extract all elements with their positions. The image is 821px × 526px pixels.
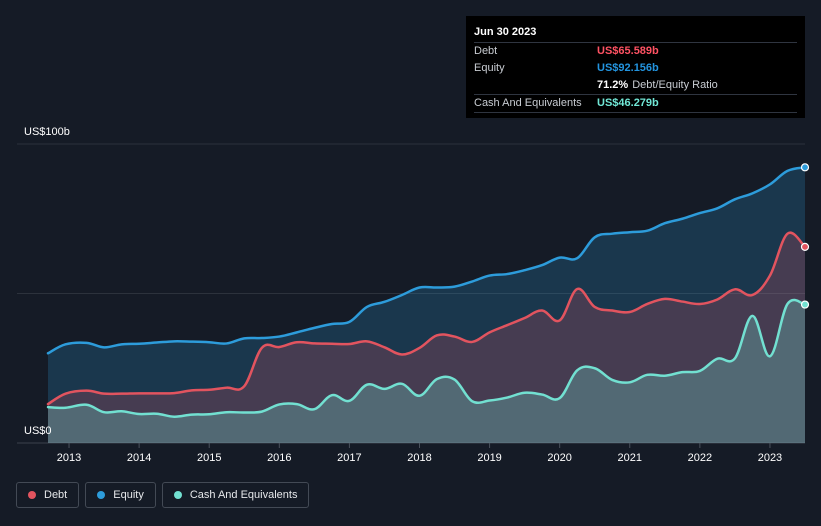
legend-debt-toggle[interactable]: Debt: [16, 482, 80, 508]
tooltip-debt-label: Debt: [474, 45, 498, 57]
tooltip-debt-row: Debt US$65.589b: [474, 42, 797, 60]
tooltip-equity-row: Equity US$92.156b: [474, 60, 797, 77]
tooltip-debt-value: US$65.589b: [597, 45, 659, 57]
tooltip-equity-label: Equity: [474, 62, 505, 74]
debt-series-line: [46, 231, 807, 406]
x-tick-label: 2017: [337, 452, 361, 464]
equity-series-line: [46, 166, 807, 355]
cash-series-line: [46, 298, 807, 418]
tooltip-equity-value: US$92.156b: [597, 62, 659, 74]
cash-end-point: [800, 300, 810, 309]
x-tick-label: 2022: [688, 452, 712, 464]
debt-end-point: [800, 242, 810, 251]
legend-equity-label: Equity: [113, 489, 144, 501]
x-tick-label: 2015: [197, 452, 221, 464]
equity-end-point: [800, 163, 810, 172]
x-tick-label: 2014: [127, 452, 151, 464]
legend-equity-toggle[interactable]: Equity: [85, 482, 156, 508]
tooltip-panel: Jun 30 2023 Debt US$65.589b Equity US$92…: [466, 16, 805, 118]
x-tick-label: 2019: [477, 452, 501, 464]
x-tick-label: 2021: [618, 452, 642, 464]
tooltip-ratio-label: Debt/Equity Ratio: [632, 79, 718, 91]
cash-area: [48, 299, 805, 443]
legend-cash-toggle[interactable]: Cash And Equivalents: [161, 482, 310, 508]
tooltip-ratio-row: 71.2% Debt/Equity Ratio: [474, 77, 797, 94]
legend-cash-dot-icon: [173, 491, 182, 499]
tooltip-cash-value: US$46.279b: [597, 97, 659, 109]
x-tick-label: 2020: [547, 452, 571, 464]
y-axis-bottom-label: US$0: [24, 425, 52, 437]
y-axis-top-label: US$100b: [24, 126, 70, 138]
legend-equity-dot-icon: [97, 491, 106, 499]
legend-debt-label: Debt: [44, 489, 68, 501]
x-tick-label: 2013: [57, 452, 81, 464]
x-tick-label: 2023: [758, 452, 782, 464]
x-tick-label: 2016: [267, 452, 291, 464]
tooltip-date: Jun 30 2023: [474, 26, 537, 38]
legend-debt-dot-icon: [28, 491, 36, 499]
equity-area: [48, 167, 805, 443]
tooltip-ratio-value: 71.2%: [597, 79, 629, 91]
chart-legend: Debt Equity Cash And Equivalents: [16, 482, 310, 508]
legend-cash-label: Cash And Equivalents: [189, 489, 298, 501]
tooltip-cash-row: Cash And Equivalents US$46.279b: [474, 94, 797, 113]
x-tick-label: 2018: [407, 452, 431, 464]
tooltip-cash-label: Cash And Equivalents: [474, 97, 582, 109]
